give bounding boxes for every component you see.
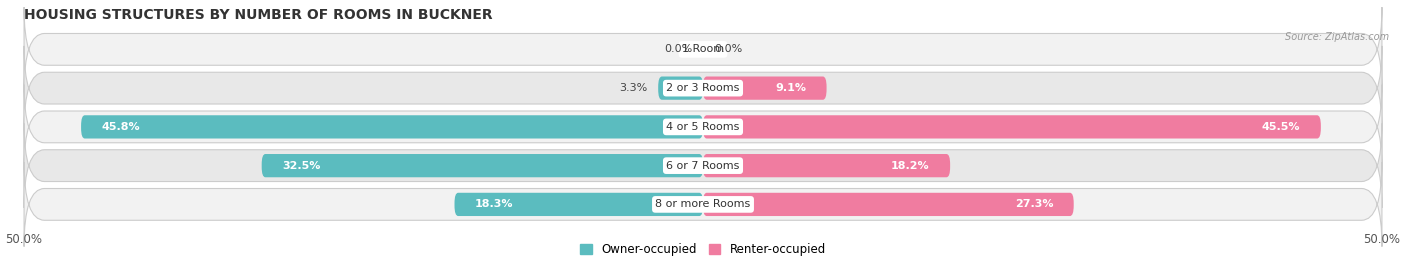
FancyBboxPatch shape xyxy=(703,115,1320,139)
Text: 8 or more Rooms: 8 or more Rooms xyxy=(655,199,751,209)
Text: 4 or 5 Rooms: 4 or 5 Rooms xyxy=(666,122,740,132)
FancyBboxPatch shape xyxy=(24,85,1382,169)
FancyBboxPatch shape xyxy=(24,46,1382,130)
Text: 45.8%: 45.8% xyxy=(101,122,141,132)
Text: HOUSING STRUCTURES BY NUMBER OF ROOMS IN BUCKNER: HOUSING STRUCTURES BY NUMBER OF ROOMS IN… xyxy=(24,8,492,22)
FancyBboxPatch shape xyxy=(24,7,1382,92)
FancyBboxPatch shape xyxy=(703,193,1074,216)
FancyBboxPatch shape xyxy=(703,154,950,177)
FancyBboxPatch shape xyxy=(24,162,1382,247)
FancyBboxPatch shape xyxy=(262,154,703,177)
Text: 6 or 7 Rooms: 6 or 7 Rooms xyxy=(666,161,740,171)
Text: 18.3%: 18.3% xyxy=(475,199,513,209)
Text: 0.0%: 0.0% xyxy=(664,44,692,54)
FancyBboxPatch shape xyxy=(82,115,703,139)
FancyBboxPatch shape xyxy=(454,193,703,216)
Text: 18.2%: 18.2% xyxy=(891,161,929,171)
FancyBboxPatch shape xyxy=(658,76,703,100)
Text: 45.5%: 45.5% xyxy=(1263,122,1301,132)
Text: 3.3%: 3.3% xyxy=(619,83,647,93)
Text: 27.3%: 27.3% xyxy=(1015,199,1053,209)
Text: Source: ZipAtlas.com: Source: ZipAtlas.com xyxy=(1285,32,1389,42)
Text: 2 or 3 Rooms: 2 or 3 Rooms xyxy=(666,83,740,93)
FancyBboxPatch shape xyxy=(703,76,827,100)
Text: 32.5%: 32.5% xyxy=(283,161,321,171)
Text: 1 Room: 1 Room xyxy=(682,44,724,54)
FancyBboxPatch shape xyxy=(24,123,1382,208)
Text: 9.1%: 9.1% xyxy=(775,83,806,93)
Text: 0.0%: 0.0% xyxy=(714,44,742,54)
Legend: Owner-occupied, Renter-occupied: Owner-occupied, Renter-occupied xyxy=(575,238,831,260)
